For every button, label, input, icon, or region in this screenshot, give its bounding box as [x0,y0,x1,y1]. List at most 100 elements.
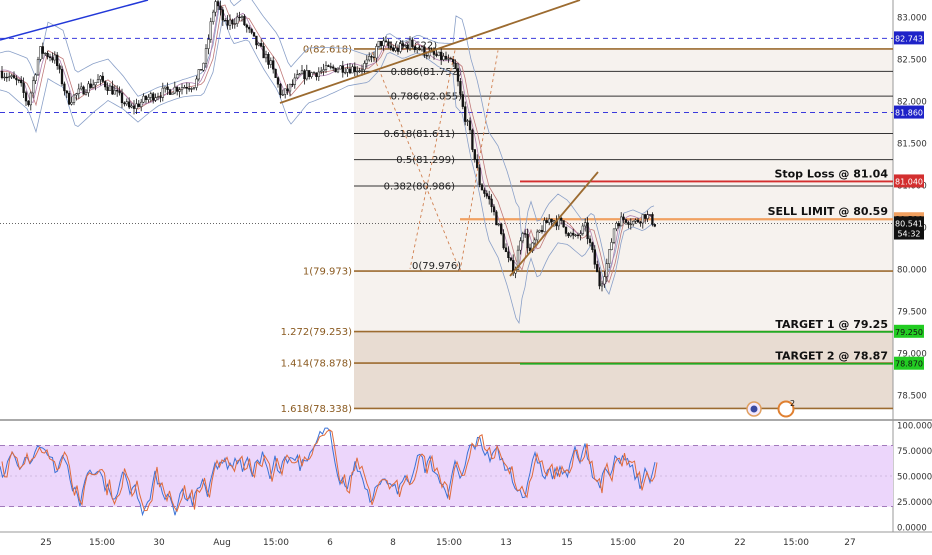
candle-body [63,83,66,92]
candle-body [548,218,551,223]
candle-body [94,82,97,86]
candle-body [540,229,544,232]
candle-body [406,44,409,49]
candle-body [598,271,601,287]
band-middle [0,4,655,284]
candle-body [437,51,440,56]
candle-body [564,226,568,234]
candle-body [464,106,467,122]
candle-body [269,60,272,65]
candle-body [243,16,246,26]
candle-body [233,23,236,25]
candle-body [550,218,553,223]
candle-body [545,220,548,223]
candle-body [536,231,539,241]
candle-body [634,219,637,222]
candle-body [29,92,32,106]
candle-body [528,247,532,252]
candle-body [161,87,164,98]
candle-body [360,69,364,71]
candle-body [125,101,128,105]
stoch-k-line [0,427,656,517]
candle-body [53,54,56,61]
candle-body [171,92,174,95]
candle-body [308,70,311,77]
candle-body [197,69,200,80]
time-tick-label: Aug [213,538,231,548]
fib-level-label: 0.886(81.752) [391,67,463,78]
candle-body [140,101,143,107]
candle-body [456,68,460,82]
candle-body [610,242,613,250]
candle-body [231,19,234,25]
time-tick-label: 15:00 [89,538,115,548]
candle-body [334,67,337,73]
candle-body [195,78,198,88]
fib-level-label: 0(82.618) [303,44,352,55]
candle-body [262,45,265,59]
candle-body [32,80,35,94]
candle-body [612,228,616,243]
candle-body [356,70,359,73]
candle-body [84,92,88,95]
candle-body [579,233,582,236]
price-marker-box [894,216,924,230]
price-marker-label: 81.860 [895,109,923,118]
candle-body [507,251,510,258]
candle-body [533,239,536,244]
candle-body [58,65,61,70]
candle-body [576,234,580,237]
candle-body [636,219,640,223]
oscillator-tick-label: 25.0000 [897,498,932,508]
candle-body [212,11,215,22]
candle-body [164,86,167,89]
candle-body [620,216,623,227]
candle-body [377,40,380,47]
candle-body [346,68,349,73]
candle-body [24,92,28,102]
candle-body [200,69,203,71]
candle-body [305,70,308,80]
candle-body [238,16,241,19]
candle-body [538,229,541,233]
candle-body [444,55,448,60]
time-tick-label: 15:00 [263,538,289,548]
candle-body [608,249,611,264]
candle-body [468,120,472,131]
candle-body [111,85,114,95]
candle-body [20,79,23,84]
candle-body [279,84,282,95]
time-tick-label: 8 [390,538,396,548]
candle-body [485,193,488,197]
candle-body [15,77,18,81]
annotation-label: TARGET 1 @ 79.25 [775,318,888,331]
candle-body [341,65,344,73]
candle-body [60,68,64,85]
candle-body [178,89,181,92]
candle-body [204,48,208,64]
candle-body [552,220,556,223]
candle-body [324,65,328,70]
candle-body [495,211,498,226]
event-badge-count: 2 [790,399,795,408]
candle-body [466,120,469,122]
candle-body [476,159,479,169]
fib-level-label: 1(79.973) [303,267,352,278]
price-tick-label: 83.000 [897,13,927,23]
candle-body [39,46,42,60]
price-marker-label: 82.743 [895,34,923,43]
candle-body [567,233,570,237]
fib-level-label: 1.414(78.878) [281,359,353,370]
candle-body [504,247,508,253]
candle-body [274,68,277,78]
candle-body [617,223,620,227]
candle-body [116,90,119,92]
fib-diagonal [409,50,456,269]
candle-body [27,100,30,106]
candle-body [425,55,428,57]
candle-body [584,222,587,227]
candle-body [519,240,522,251]
candle-body [176,86,179,92]
candle-body [300,70,304,75]
price-tick-label: 79.000 [897,349,927,359]
